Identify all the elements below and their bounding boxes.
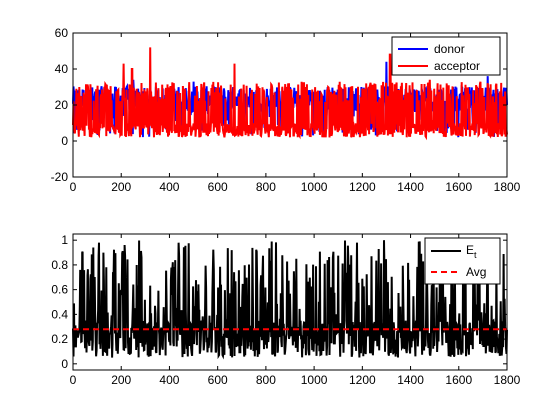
x-tick-label: 400: [159, 373, 179, 387]
x-tick-label: 200: [111, 373, 131, 387]
x-tick-label: 800: [256, 180, 276, 194]
bottom-legend: Et Avg: [424, 237, 501, 285]
y-tick-label: 0.8: [51, 258, 68, 272]
top-legend: donor acceptor: [391, 36, 501, 76]
top-y-ticks: -20 0 20 40 60: [51, 26, 507, 184]
bottom-legend-box: [424, 237, 501, 285]
y-tick-label: -20: [51, 170, 69, 184]
x-tick-label: 0: [70, 180, 77, 194]
x-tick-label: 800: [256, 373, 276, 387]
top-axes: 0 200 400 600 800 1000 1200 1400 1600 1800 -20020…: [51, 26, 521, 194]
y-tick-label: 0.6: [51, 283, 68, 297]
acceptor-series: [72, 47, 508, 141]
top-x-ticks: 0 200 400 600 800 1000 1200 1400 1600 1800: [70, 33, 521, 194]
legend-label-donor: donor: [434, 42, 465, 56]
x-tick-label: 600: [208, 180, 228, 194]
legend-label-et: Et: [466, 243, 477, 260]
y-tick-label: 20: [55, 98, 69, 112]
y-tick-label: 60: [55, 26, 69, 40]
legend-label-acceptor: acceptor: [434, 59, 480, 73]
y-tick-label: 1: [61, 233, 68, 247]
bottom-y-ticks: 0 0.2 0.4 0.6 0.8 1: [51, 233, 507, 371]
x-tick-label: 1800: [494, 373, 521, 387]
y-tick-label: 0.4: [51, 307, 68, 321]
x-tick-label: 400: [159, 180, 179, 194]
acceptor-trace: [72, 47, 508, 141]
et-series: [72, 240, 508, 360]
x-tick-label: 1400: [397, 180, 424, 194]
x-tick-label: 1000: [301, 180, 328, 194]
x-tick-label: 0: [70, 373, 77, 387]
top-legend-box: [391, 36, 501, 76]
y-tick-label: 0: [61, 134, 68, 148]
bottom-axes-box: [72, 233, 508, 371]
x-tick-label: 1800: [494, 180, 521, 194]
x-tick-label: 600: [208, 373, 228, 387]
y-tick-label: 0: [61, 357, 68, 371]
bottom-axes: 0 200 400 600 800 1000 1200 1400 1600 1800 0 0.2 0.…: [51, 233, 520, 387]
x-tick-label: 200: [111, 180, 131, 194]
x-tick-label: 1600: [445, 373, 472, 387]
et-trace: [72, 240, 508, 360]
legend-label-et-subscript: t: [474, 250, 477, 260]
x-tick-label: 1200: [349, 180, 376, 194]
x-tick-label: 1400: [397, 373, 424, 387]
x-tick-label: 1600: [445, 180, 472, 194]
bottom-x-ticks: 0 200 400 600 800 1000 1200 1400 1600 1800: [70, 234, 521, 387]
legend-label-avg: Avg: [466, 265, 486, 279]
y-tick-label: 40: [55, 62, 69, 76]
legend-label-et-main: E: [466, 243, 474, 257]
x-tick-label: 1200: [349, 373, 376, 387]
y-tick-label: 0.2: [51, 332, 68, 346]
x-tick-label: 1000: [301, 373, 328, 387]
